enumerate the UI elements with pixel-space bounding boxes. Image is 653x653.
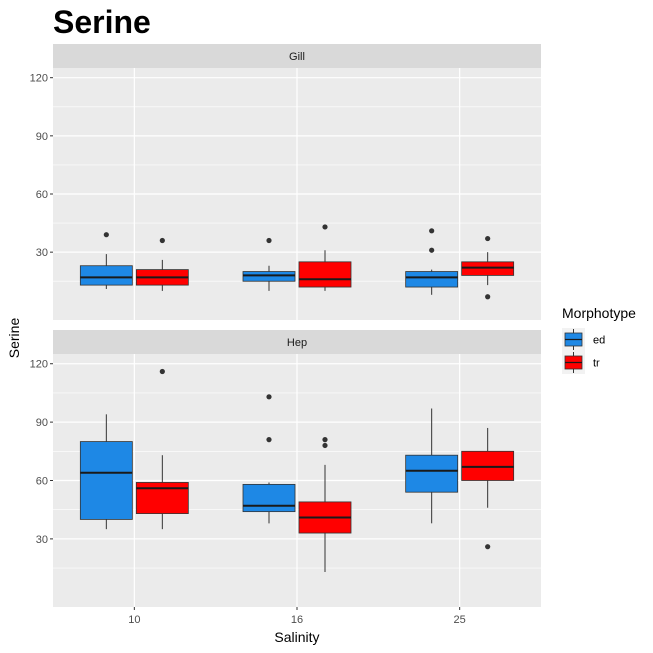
legend-title: Morphotype	[562, 305, 636, 321]
outlier-point	[322, 224, 328, 230]
box-16-ed	[242, 394, 296, 524]
outlier-point	[322, 442, 328, 449]
x-tick-label: 16	[291, 614, 303, 626]
outlier-point	[159, 237, 165, 244]
box-16-ed	[242, 237, 296, 291]
outlier-point	[429, 228, 435, 234]
x-tick-label: 25	[454, 614, 466, 626]
box-25-tr	[461, 235, 515, 300]
box-body	[79, 265, 133, 286]
facet-panel-gill: Gill 30 60 90 120	[30, 44, 541, 320]
facet-panels: Gill 30 60 90 120 Hep 30 60 90 120	[30, 44, 541, 607]
box-body	[135, 482, 189, 514]
box-10-ed	[79, 232, 133, 289]
box-16-tr	[298, 437, 352, 572]
legend-label: ed	[593, 335, 605, 347]
box-body	[242, 483, 296, 513]
y-tick-label: 120	[30, 359, 48, 371]
facet-strip	[53, 44, 541, 68]
legend-label: tr	[593, 358, 600, 370]
outlier-point	[266, 437, 272, 443]
box-25-ed	[405, 408, 459, 524]
outlier-point	[485, 294, 491, 300]
outlier-point	[322, 437, 328, 443]
legend-key-tr: tr	[562, 351, 600, 374]
legend: Morphotype ed tr	[562, 305, 636, 374]
box-10-tr	[135, 237, 189, 291]
box-25-tr	[461, 427, 515, 550]
box-10-tr	[135, 368, 189, 530]
facet-strip-label: Hep	[287, 337, 307, 349]
legend-key-ed: ed	[562, 328, 605, 351]
facet-strip-label: Gill	[289, 51, 305, 63]
outlier-point	[485, 544, 491, 550]
box-body	[298, 261, 352, 288]
facet-strip	[53, 330, 541, 354]
box-body	[405, 454, 459, 493]
y-tick-label: 60	[36, 189, 48, 201]
outlier-point	[266, 394, 272, 400]
outlier-point	[159, 368, 165, 375]
box-16-tr	[298, 224, 352, 291]
x-axis-title: Salinity	[274, 629, 319, 645]
x-tick-label: 10	[128, 614, 140, 626]
box-body	[79, 441, 133, 520]
outlier-point	[266, 237, 272, 244]
outlier-point	[485, 235, 491, 242]
y-tick-label: 60	[36, 476, 48, 488]
facet-panel-hep: Hep 30 60 90 120	[30, 330, 541, 607]
outlier-point	[429, 247, 435, 253]
y-tick-label: 30	[36, 534, 48, 546]
y-tick-label: 90	[36, 417, 48, 429]
legend-items: ed tr	[562, 328, 605, 374]
y-axis-title: Serine	[6, 318, 22, 359]
chart-title: Serine	[53, 4, 151, 40]
outlier-point	[103, 232, 109, 238]
box-body	[405, 271, 459, 288]
y-tick-label: 120	[30, 73, 48, 85]
box-25-ed	[405, 228, 459, 295]
y-tick-label: 30	[36, 247, 48, 259]
x-axis: 10 16 25	[128, 607, 466, 626]
y-tick-label: 90	[36, 131, 48, 143]
box-10-ed	[79, 414, 133, 530]
